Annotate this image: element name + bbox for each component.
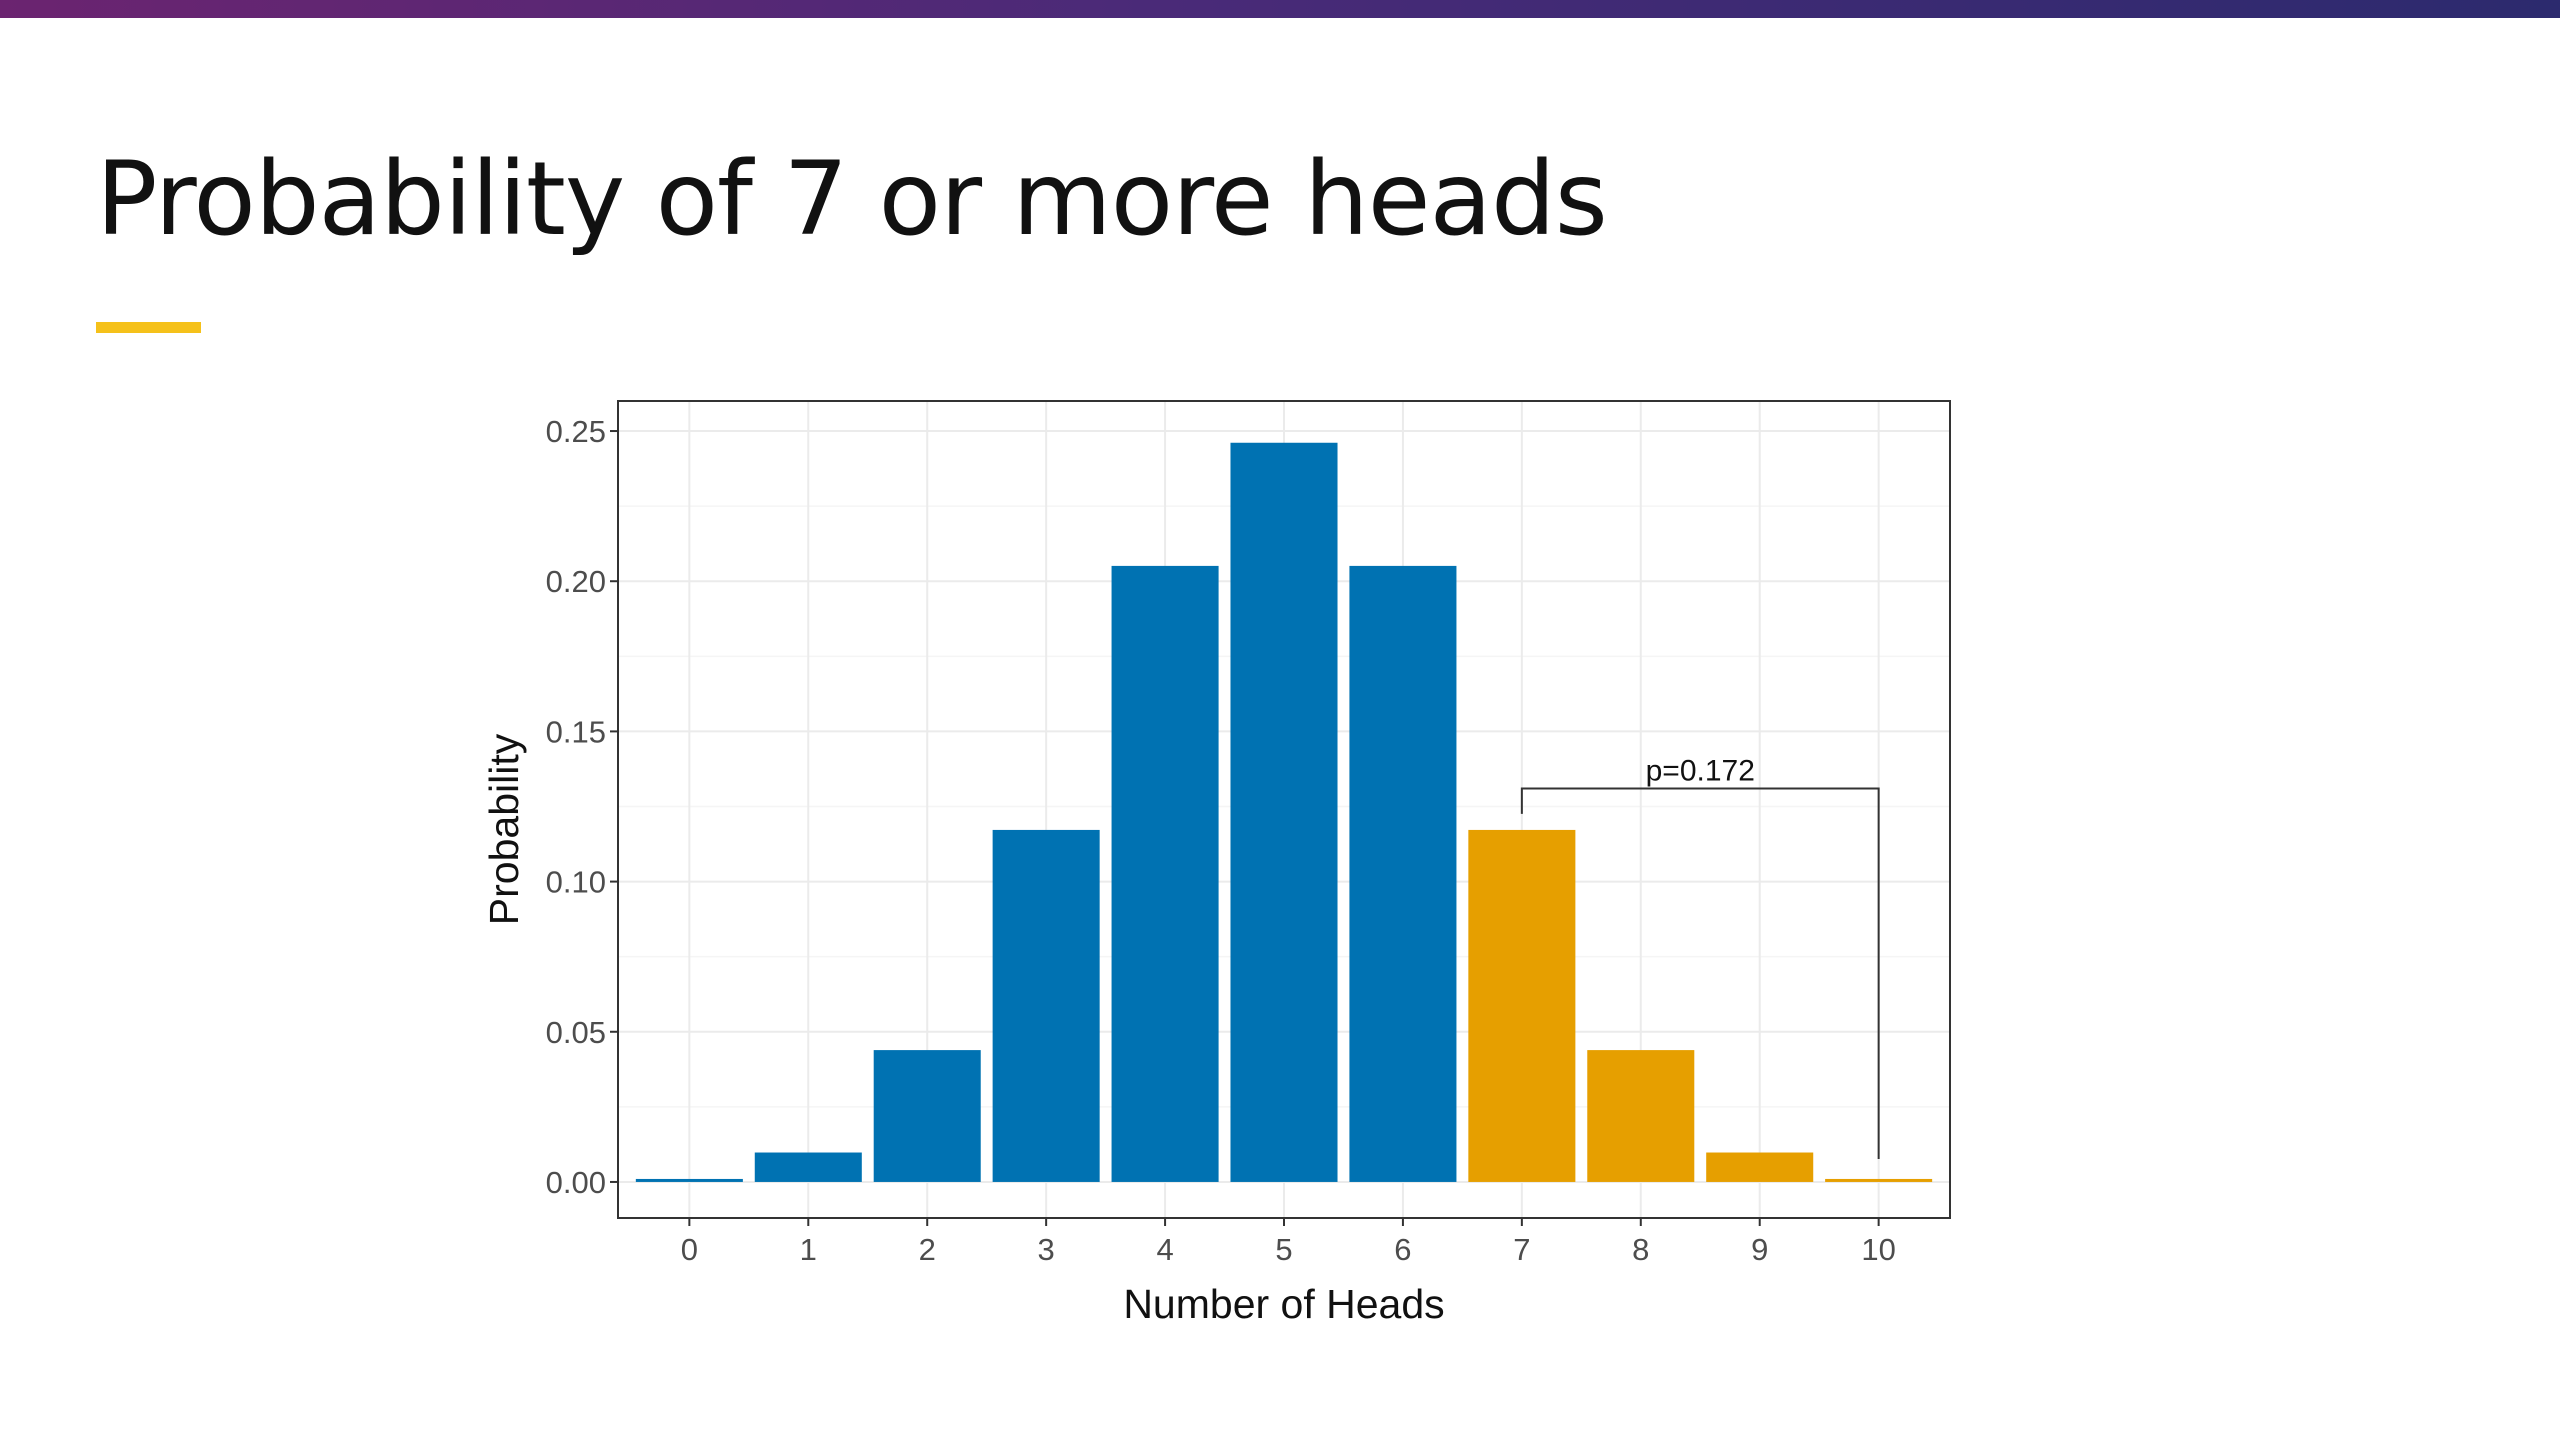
bar-4-heads [1111,565,1219,1182]
y-tick-label: 0.00 [546,1165,606,1200]
y-tick-label: 0.05 [546,1015,606,1050]
x-tick-label: 7 [1513,1232,1530,1267]
x-tick-label: 2 [919,1232,936,1267]
x-tick-label: 0 [681,1232,698,1267]
x-tick-label: 1 [800,1232,817,1267]
p-value-bracket: p=0.172 [1520,754,1880,1159]
x-tick-label: 5 [1275,1232,1292,1267]
x-tick-label: 10 [1861,1232,1895,1267]
bar-2-heads [873,1050,981,1182]
x-tick-label: 6 [1394,1232,1411,1267]
top-color-band [0,0,2560,18]
bar-8-heads [1587,1050,1695,1182]
y-axis-title: Probability [481,733,527,925]
y-tick-label: 0.25 [546,414,606,449]
y-tick-label: 0.20 [546,564,606,599]
axis-ticks: 0.00 0.05 0.10 0.15 0.20 0.25 0 1 2 3 4 5 6 7 8 9 10 [546,414,1896,1267]
bar-1-heads [754,1152,862,1182]
bars [635,442,1933,1182]
bar-9-heads [1706,1152,1814,1182]
bar-10-heads [1825,1178,1933,1182]
x-tick-label: 9 [1751,1232,1768,1267]
bar-3-heads [992,829,1100,1182]
slide-title: Probability of 7 or more heads [96,140,1608,259]
y-tick-label: 0.10 [546,865,606,900]
x-axis-title: Number of Heads [1123,1281,1444,1327]
x-tick-label: 3 [1038,1232,1055,1267]
bar-0-heads [635,1178,743,1182]
p-value-label: p=0.172 [1646,754,1755,787]
bracket-line [1520,787,1880,1159]
bar-5-heads [1230,442,1338,1182]
y-tick-label: 0.15 [546,714,606,749]
title-accent-bar [96,322,201,333]
bar-6-heads [1349,565,1457,1182]
x-tick-label: 8 [1632,1232,1649,1267]
bar-7-heads [1468,829,1576,1182]
x-tick-label: 4 [1156,1232,1173,1267]
